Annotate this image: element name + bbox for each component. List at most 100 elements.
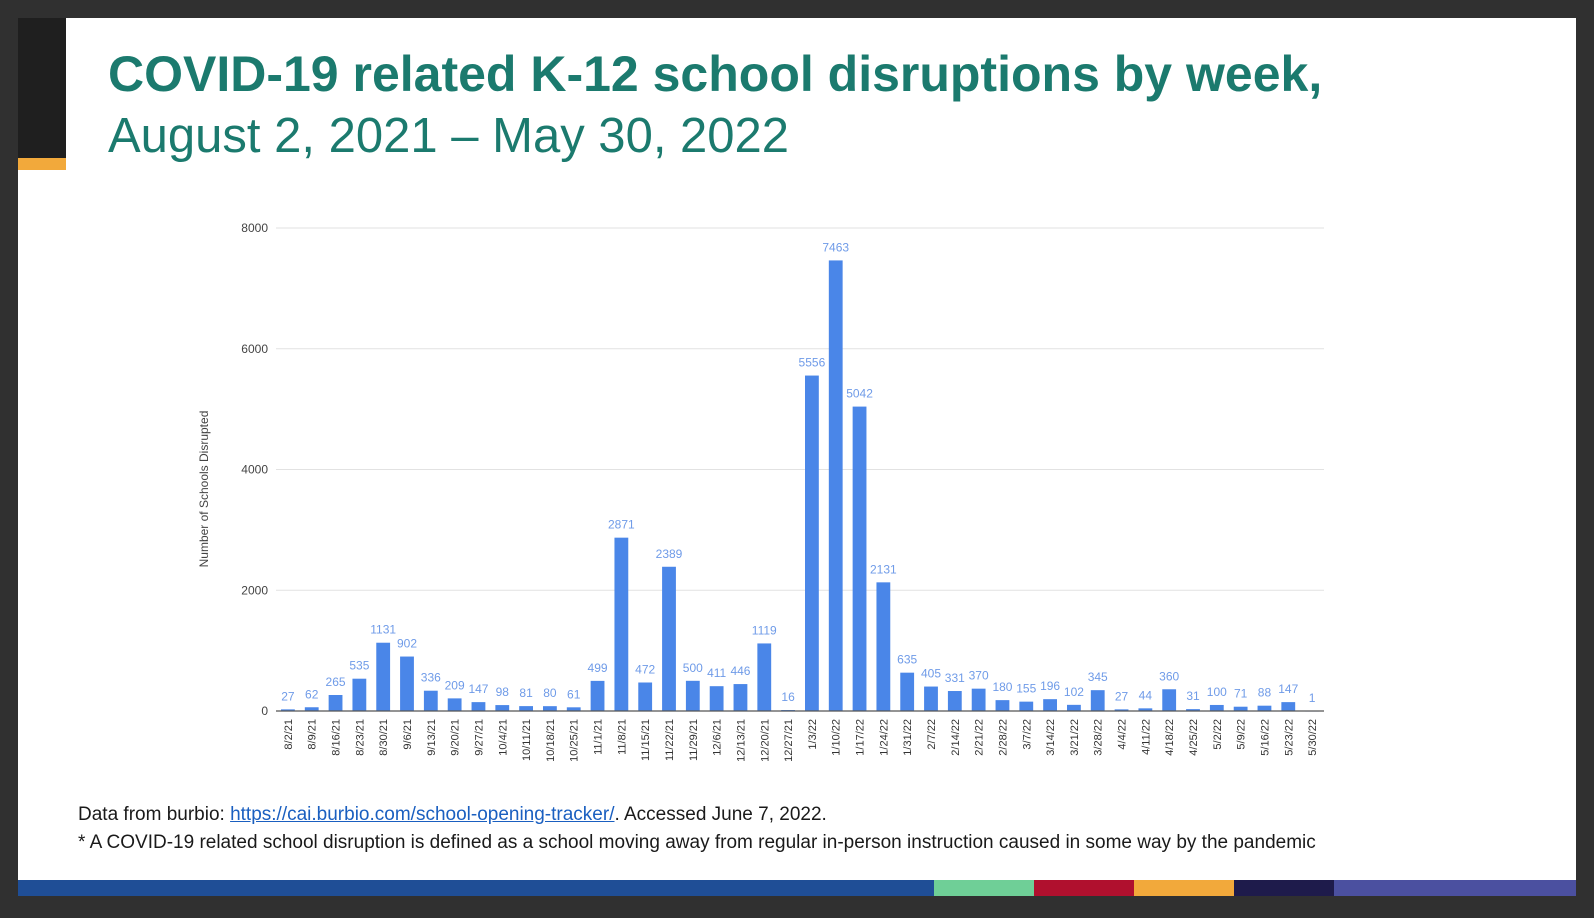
value-label: 16 <box>781 690 795 704</box>
value-label: 1119 <box>752 623 777 637</box>
value-label: 31 <box>1186 689 1200 703</box>
value-label: 88 <box>1258 686 1272 700</box>
value-label: 446 <box>730 664 750 678</box>
x-tick-label: 11/22/21 <box>664 719 676 761</box>
value-label: 5042 <box>846 387 873 401</box>
value-label: 2871 <box>608 518 635 532</box>
slide: COVID-19 related K-12 school disruptions… <box>18 18 1576 896</box>
x-tick-label: 2/28/22 <box>997 719 1009 756</box>
value-label: 902 <box>397 637 417 651</box>
y-tick-labels: 0 2000 4000 6000 8000 <box>241 221 268 718</box>
x-tick-label: 12/13/21 <box>735 719 747 762</box>
bar <box>662 566 676 711</box>
x-tick-label: 8/16/21 <box>331 719 343 756</box>
x-tick-label: 2/21/22 <box>974 719 986 756</box>
x-tick-label: 1/31/22 <box>902 719 914 756</box>
value-label: 345 <box>1088 670 1108 684</box>
x-tick-label: 4/4/22 <box>1117 719 1129 750</box>
value-label: 336 <box>421 671 441 685</box>
value-label: 499 <box>588 661 608 675</box>
x-tick-label: 5/2/22 <box>1212 719 1224 750</box>
x-tick-label: 2/14/22 <box>950 719 962 756</box>
bar <box>995 700 1010 711</box>
x-tick-label: 9/27/21 <box>473 719 485 756</box>
x-tick-label: 3/7/22 <box>1021 719 1033 750</box>
x-tick-label: 1/10/22 <box>831 719 843 756</box>
bar <box>852 406 867 711</box>
y-tick-label: 4000 <box>241 463 268 477</box>
bar <box>709 686 724 711</box>
y-axis-label: Number of Schools Disrupted <box>197 411 211 568</box>
x-tick-label: 3/14/22 <box>1045 719 1057 756</box>
bar <box>447 698 462 711</box>
bar <box>733 684 748 711</box>
source-suffix: . Accessed June 7, 2022. <box>614 804 827 825</box>
bottom-color-stripe <box>18 880 1576 896</box>
value-label: 2389 <box>656 547 683 561</box>
x-tick-label: 4/25/22 <box>1188 719 1200 756</box>
value-label: 102 <box>1064 685 1084 699</box>
value-label: 331 <box>945 671 965 685</box>
x-tick-label: 10/25/21 <box>569 719 581 762</box>
x-tick-label: 11/8/21 <box>616 719 628 755</box>
bar <box>1209 704 1224 711</box>
bar <box>1090 690 1105 711</box>
bar <box>376 642 391 711</box>
stripe-segment <box>934 880 1034 896</box>
bar <box>1043 699 1057 711</box>
bar <box>590 680 605 711</box>
x-tick-label: 5/30/22 <box>1307 719 1319 756</box>
value-label: 71 <box>1234 687 1248 701</box>
footer-source: Data from burbio: https://cai.burbio.com… <box>78 804 827 826</box>
value-label: 98 <box>496 685 510 699</box>
y-tick-label: 6000 <box>241 342 268 356</box>
bar <box>1114 709 1129 711</box>
x-tick-label: 11/1/21 <box>593 719 605 755</box>
value-label: 1 <box>1309 691 1316 705</box>
stripe-segment <box>1234 880 1334 896</box>
slide-title: COVID-19 related K-12 school disruptions… <box>108 46 1323 102</box>
value-label: 62 <box>305 687 319 701</box>
bar <box>1162 689 1177 711</box>
value-label: 472 <box>635 663 655 677</box>
x-tick-label: 9/20/21 <box>450 719 462 756</box>
value-label: 147 <box>468 682 488 696</box>
x-tick-label: 12/6/21 <box>712 719 724 756</box>
left-dark-block <box>18 18 66 158</box>
value-label: 7463 <box>822 240 849 254</box>
x-tick-label: 5/23/22 <box>1283 719 1295 756</box>
x-tick-label: 12/20/21 <box>759 719 771 762</box>
bar <box>924 686 938 711</box>
x-tick-label: 4/18/22 <box>1164 719 1176 756</box>
x-tick-label: 3/21/22 <box>1069 719 1081 756</box>
value-label: 44 <box>1139 688 1153 702</box>
bar <box>1233 706 1248 711</box>
x-tick-label: 8/30/21 <box>378 719 390 756</box>
bar <box>614 537 629 711</box>
x-tick-label: 10/11/21 <box>521 719 533 761</box>
x-tick-label: 8/9/21 <box>307 719 319 750</box>
stripe-segment <box>1034 880 1134 896</box>
x-tick-label: 3/28/22 <box>1093 719 1105 756</box>
bar <box>400 656 414 711</box>
value-label: 27 <box>1115 689 1129 703</box>
bar <box>1281 702 1296 711</box>
bar <box>471 702 486 711</box>
x-tick-label: 8/2/21 <box>283 719 295 750</box>
value-label: 80 <box>543 686 557 700</box>
source-prefix: Data from burbio: <box>78 804 231 825</box>
value-label: 61 <box>567 687 581 701</box>
bars <box>281 260 1319 712</box>
y-tick-label: 8000 <box>241 221 268 235</box>
value-label: 100 <box>1207 685 1227 699</box>
x-tick-label: 12/27/21 <box>783 719 795 762</box>
value-label: 500 <box>683 661 703 675</box>
bar <box>805 375 819 711</box>
value-label: 635 <box>897 653 917 667</box>
x-tick-label: 5/9/22 <box>1236 719 1248 750</box>
x-tick-label: 8/23/21 <box>354 719 366 756</box>
x-tick-label: 11/15/21 <box>640 719 652 761</box>
value-label: 27 <box>281 689 295 703</box>
value-label: 147 <box>1278 682 1298 696</box>
source-link[interactable]: https://cai.burbio.com/school-opening-tr… <box>230 804 615 825</box>
